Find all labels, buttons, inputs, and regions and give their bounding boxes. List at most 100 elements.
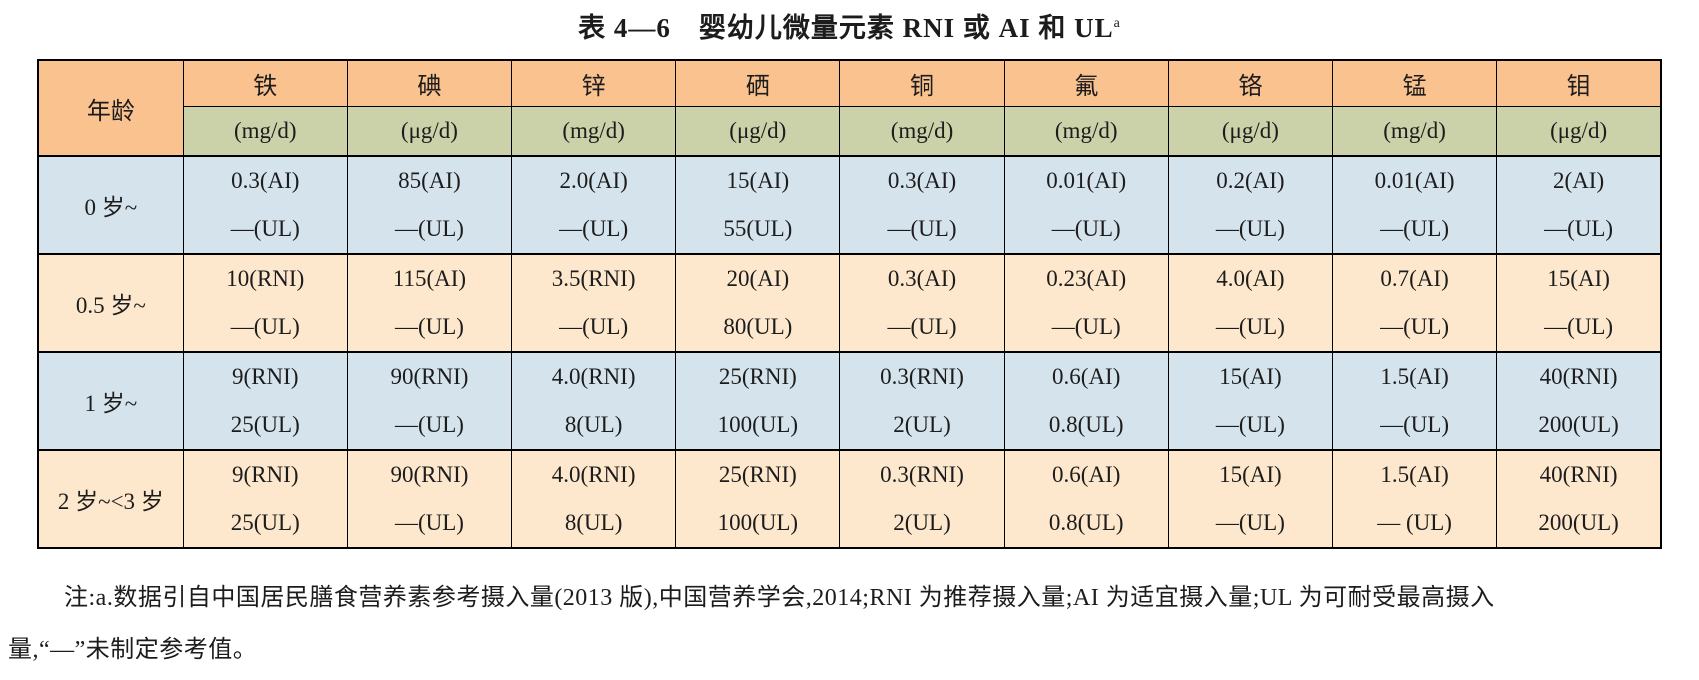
value-ai: 1.5(AI): [1380, 364, 1449, 389]
table-cell: 2(AI) —(UL): [1496, 155, 1662, 255]
value-ul: —(UL): [394, 510, 464, 535]
value-ai: 2.0(AI): [559, 168, 628, 193]
age-cell: 0 岁~: [37, 155, 184, 255]
table-cell: 10(RNI) —(UL): [182, 253, 348, 353]
value-ai: 15(AI): [1547, 266, 1610, 291]
element-header-selenium: 硒: [675, 59, 841, 107]
value-ul: 0.8(UL): [1048, 510, 1124, 535]
table-cell: 0.7(AI) —(UL): [1331, 253, 1498, 353]
table-cell: 9(RNI) 25(UL): [182, 351, 348, 451]
unit-header-fluorine: (mg/d): [1003, 106, 1169, 157]
table-cell: 90(RNI) —(UL): [346, 351, 513, 451]
value-ul: —(UL): [394, 216, 464, 241]
header-units-row: (mg/d) (μg/d) (mg/d) (μg/d) (mg/d) (mg/d…: [38, 106, 1662, 157]
value-ai: 15(AI): [726, 168, 790, 193]
value-ul: —(UL): [1051, 314, 1121, 339]
table-cell: 0.3(AI) —(UL): [839, 155, 1005, 255]
value-ul: —(UL): [559, 314, 629, 339]
value-ai: 2(AI): [1553, 168, 1605, 193]
table-row-age-0: 0 岁~ 0.3(AI) —(UL) 85(AI) —(UL) 2.0(AI) —(U…: [37, 155, 1662, 255]
value-ai: 85(AI): [398, 168, 461, 193]
value-rni: 0.3(RNI): [880, 462, 964, 487]
value-rni: 9(RNI): [232, 364, 299, 389]
unit-header-iron: (mg/d): [182, 106, 348, 157]
element-header-copper: 铜: [839, 59, 1005, 107]
unit-header-iodine: (μg/d): [346, 106, 513, 157]
element-header-chromium: 铬: [1167, 59, 1333, 107]
value-ai: 0.01(AI): [1046, 168, 1127, 193]
value-ai: 0.01(AI): [1374, 168, 1455, 193]
value-ul: 25(UL): [230, 412, 300, 437]
table-cell: 0.3(RNI) 2(UL): [839, 351, 1005, 451]
value-ul: 200(UL): [1538, 412, 1619, 437]
table-cell: 40(RNI) 200(UL): [1496, 351, 1662, 451]
value-rni: 40(RNI): [1539, 364, 1618, 389]
unit-header-chromium: (μg/d): [1167, 106, 1333, 157]
footnote-line-1: 注:a.数据引自中国居民膳食营养素参考摄入量(2013 版),中国营养学会,20…: [64, 585, 1495, 611]
table-cell: 2.0(AI) —(UL): [511, 155, 677, 255]
value-rni: 25(RNI): [718, 462, 797, 487]
table-cell: 85(AI) —(UL): [346, 155, 513, 255]
table-cell: 15(AI) —(UL): [1167, 351, 1333, 451]
value-ul: —(UL): [1544, 314, 1614, 339]
value-ai: 0.6(AI): [1052, 364, 1121, 389]
value-ul: 0.8(UL): [1048, 412, 1124, 437]
value-ul: —(UL): [1380, 216, 1450, 241]
value-ai: 0.3(AI): [231, 168, 300, 193]
value-ul: 200(UL): [1538, 510, 1619, 535]
value-ul: — (UL): [1377, 510, 1452, 535]
micronutrients-table: 年龄 铁 碘 锌 硒 铜 氟 铬 锰 钼 (mg/d) (μg/d) (mg/d…: [37, 59, 1662, 549]
table-cell: 1.5(AI) —(UL): [1331, 351, 1498, 451]
value-ul: —(UL): [1215, 510, 1285, 535]
table-row-age-1: 1 岁~ 9(RNI) 25(UL) 90(RNI) —(UL) 4.0(RNI) 8…: [37, 351, 1662, 451]
table-cell: 0.3(RNI) 2(UL): [839, 449, 1005, 549]
table-cell: 0.6(AI) 0.8(UL): [1003, 449, 1169, 549]
value-ai: 4.0(AI): [1216, 266, 1285, 291]
value-rni: 25(RNI): [718, 364, 797, 389]
header-elements-row: 年龄 铁 碘 锌 硒 铜 氟 铬 锰 钼: [37, 59, 1662, 157]
unit-header-molybdenum: (μg/d): [1496, 106, 1662, 157]
value-ul: —(UL): [887, 216, 957, 241]
table-cell: 0.3(AI) —(UL): [839, 253, 1005, 353]
value-ul: —(UL): [394, 412, 464, 437]
value-ul: —(UL): [1380, 314, 1450, 339]
value-ul: 2(UL): [893, 412, 951, 437]
element-header-iodine: 碘: [346, 59, 513, 107]
value-ai: 1.5(AI): [1380, 462, 1449, 487]
table-cell: 0.6(AI) 0.8(UL): [1003, 351, 1169, 451]
value-ul: —(UL): [1215, 314, 1285, 339]
table-cell: 0.3(AI) —(UL): [182, 155, 348, 255]
element-header-molybdenum: 钼: [1496, 59, 1662, 107]
value-ul: —(UL): [230, 314, 300, 339]
table-cell: 3.5(RNI) —(UL): [511, 253, 677, 353]
value-rni: 4.0(RNI): [551, 462, 636, 487]
value-rni: 90(RNI): [390, 364, 469, 389]
age-cell: 2 岁~<3 岁: [37, 449, 184, 549]
table-cell: 4.0(RNI) 8(UL): [511, 449, 677, 549]
table-cell: 0.23(AI) —(UL): [1003, 253, 1169, 353]
value-ai: 0.2(AI): [1216, 168, 1285, 193]
table-cell: 0.01(AI) —(UL): [1331, 155, 1498, 255]
value-ai: 0.23(AI): [1046, 266, 1127, 291]
table-cell: 40(RNI) 200(UL): [1496, 449, 1662, 549]
table-cell: 15(AI) —(UL): [1167, 449, 1333, 549]
value-ai: 0.3(AI): [887, 266, 957, 291]
value-rni: 4.0(RNI): [551, 364, 636, 389]
value-ul: 8(UL): [564, 510, 623, 535]
value-rni: 3.5(RNI): [551, 266, 636, 291]
value-rni: 10(RNI): [226, 266, 305, 291]
page-title: 表 4—6 婴幼儿微量元素 RNI 或 AI 和 ULa: [0, 0, 1699, 45]
value-ul: 100(UL): [717, 510, 799, 535]
value-ai: 115(AI): [392, 266, 467, 291]
value-ai: 0.7(AI): [1380, 266, 1449, 291]
table-cell: 90(RNI) —(UL): [346, 449, 513, 549]
table-cell: 15(AI) 55(UL): [675, 155, 841, 255]
footnote: 注:a.数据引自中国居民膳食营养素参考摄入量(2013 版),中国营养学会,20…: [8, 573, 1691, 676]
unit-header-manganese: (mg/d): [1331, 106, 1498, 157]
value-ul: —(UL): [394, 314, 464, 339]
value-ul: 55(UL): [723, 216, 793, 241]
table-cell: 0.01(AI) —(UL): [1003, 155, 1169, 255]
table-cell: 4.0(RNI) 8(UL): [511, 351, 677, 451]
value-ul: —(UL): [1544, 216, 1614, 241]
